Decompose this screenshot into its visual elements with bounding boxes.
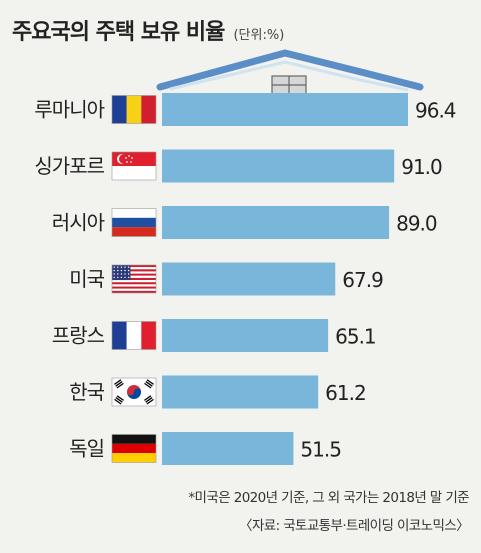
source-note: 〈자료: 국토교통부·트레이딩 이코노믹스〉 [239, 518, 470, 534]
value-label: 91.0 [401, 155, 442, 179]
value-label: 51.5 [300, 438, 341, 462]
bar [162, 319, 329, 352]
value-label: 96.4 [415, 99, 456, 123]
bar-chart: 루마니아 96.4 싱가포르 91.0 러시아 89.0 미국 67.9 프랑스 65.1 한국 61… [34, 49, 457, 465]
value-label: 61.2 [325, 381, 366, 405]
bar [162, 262, 336, 296]
bar [162, 206, 390, 239]
france-flag [111, 321, 157, 350]
category-label: 러시아 [52, 211, 105, 235]
house-roof-illustration [156, 49, 424, 95]
bar-row: 싱가포르 91.0 [34, 149, 443, 183]
singapore-flag [111, 151, 157, 181]
chart-header: 주요국의 주택 보유 비율 (단위:%) [12, 14, 284, 46]
bar-row: 한국 61.2 [69, 375, 367, 409]
chart-title: 주요국의 주택 보유 비율 [12, 20, 225, 45]
romania-flag [111, 95, 157, 124]
bar [162, 93, 408, 126]
value-label: 67.9 [342, 268, 383, 292]
category-label: 한국 [69, 380, 104, 404]
footnote: *미국은 2020년 기준, 그 외 국가는 2018년 말 기준 [188, 490, 469, 506]
bar [162, 149, 395, 183]
bar [162, 375, 319, 409]
category-label: 루마니아 [34, 98, 104, 122]
korea-flag [111, 377, 157, 407]
category-label: 프랑스 [52, 324, 105, 348]
bar-row: 루마니아 96.4 [34, 93, 457, 126]
germany-flag [111, 434, 157, 463]
usa-flag [111, 264, 157, 294]
bar [162, 432, 294, 465]
value-label: 65.1 [335, 325, 376, 349]
russia-flag [111, 208, 157, 237]
category-label: 독일 [69, 437, 104, 461]
chart-unit: (단위:%) [233, 28, 285, 43]
bar-row: 프랑스 65.1 [52, 319, 377, 352]
bar-row: 러시아 89.0 [52, 206, 438, 239]
bar-row: 미국 67.9 [69, 262, 384, 296]
value-label: 89.0 [396, 212, 437, 236]
category-label: 싱가포르 [34, 154, 104, 178]
bar-row: 독일 51.5 [69, 432, 342, 465]
category-label: 미국 [69, 267, 104, 291]
